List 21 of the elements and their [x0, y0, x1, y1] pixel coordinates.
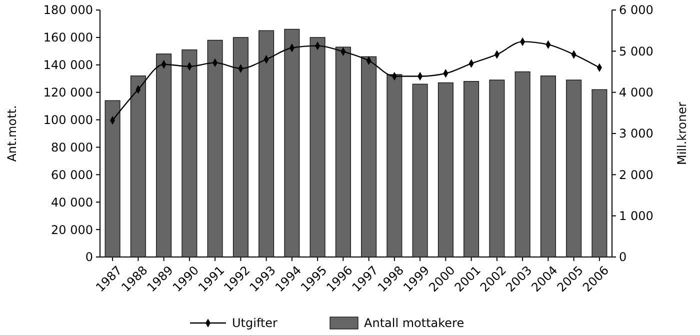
- y-tick-label: 20 000: [51, 222, 93, 237]
- y-tick-label: 120 000: [43, 86, 93, 100]
- y2-tick-label: 3 000: [619, 126, 654, 141]
- y-tick-label: 140 000: [43, 58, 93, 72]
- y2-tick-label: 2 000: [619, 168, 654, 182]
- y2-tick-label: 1 000: [619, 209, 654, 224]
- y-tick-label: 0: [85, 250, 93, 264]
- y2-tick-label: 0: [619, 250, 627, 264]
- y-tick-label: 160 000: [43, 30, 93, 45]
- y-tick-label: 40 000: [51, 195, 93, 210]
- y-tick-label: 60 000: [51, 168, 93, 182]
- y2-tick-label: 5 000: [619, 44, 654, 58]
- y2-axis-title: Mill.kroner: [675, 102, 689, 166]
- y-tick-label: 180 000: [43, 3, 93, 18]
- legend-label: Antall mottakere: [364, 316, 464, 330]
- y2-tick-label: 4 000: [619, 86, 654, 100]
- y2-tick-label: 6 000: [619, 3, 654, 18]
- legend-label: Utgifter: [232, 316, 278, 330]
- y-tick-label: 100 000: [43, 112, 93, 127]
- y-axis-title: Ant.mott.: [5, 105, 19, 162]
- y-tick-label: 80 000: [51, 140, 93, 154]
